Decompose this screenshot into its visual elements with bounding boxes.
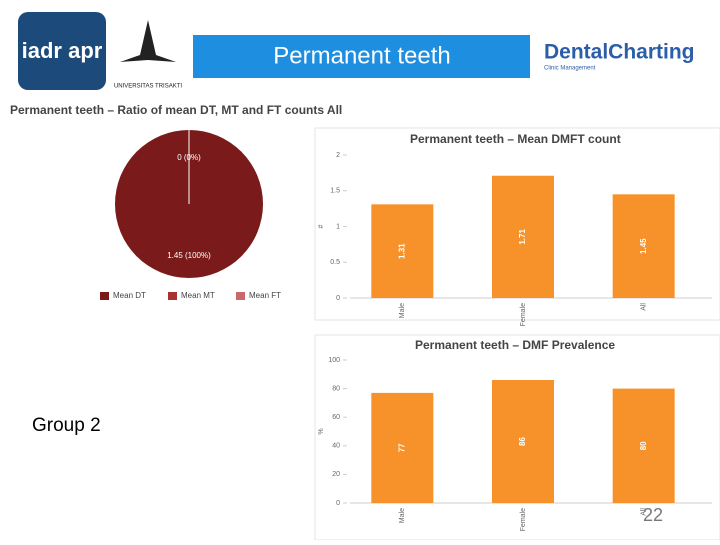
page-number: 22: [643, 505, 663, 525]
x-tick-label: All: [641, 508, 648, 516]
logo-left: iadr apr: [22, 38, 103, 63]
chart-title: Permanent teeth – DMF Prevalence: [415, 338, 615, 352]
bar: [492, 380, 554, 503]
value-label: 77: [397, 443, 406, 452]
pie-label: 1.45 (100%): [167, 251, 211, 260]
legend-swatch: [236, 292, 245, 300]
y-tick-label: 20: [332, 471, 340, 478]
pie-label: 0 (0%): [177, 153, 201, 162]
x-tick-label: Female: [520, 303, 527, 326]
value-label: 1.31: [397, 243, 406, 259]
y-tick-label: 0.5: [330, 259, 340, 266]
bar: [371, 204, 434, 298]
y-tick-label: 0: [336, 500, 340, 507]
x-tick-label: Male: [399, 303, 406, 318]
x-tick-label: All: [641, 303, 648, 311]
bar: [371, 392, 434, 503]
legend-label: Mean FT: [249, 291, 281, 300]
legend-swatch: [168, 292, 177, 300]
logo-university-icon: [120, 20, 176, 62]
group-label: Group 2: [32, 415, 101, 436]
y-tick-label: 40: [332, 443, 340, 450]
legend-label: Mean MT: [181, 291, 215, 300]
value-label: 86: [518, 437, 527, 446]
value-label: 80: [639, 441, 648, 450]
value-label: 1.71: [518, 229, 527, 245]
logo-right-sub: Clinic Management: [544, 66, 596, 72]
y-tick-label: 1: [336, 223, 340, 230]
bar: [612, 388, 675, 503]
bar: [612, 194, 675, 298]
y-tick-label: 1.5: [330, 188, 340, 195]
x-tick-label: Female: [520, 508, 527, 531]
header-title: Permanent teeth: [273, 42, 450, 69]
logo-university: UNIVERSITAS TRISAKTI: [114, 84, 182, 90]
y-tick-label: 2: [336, 152, 340, 159]
x-tick-label: Male: [399, 508, 406, 523]
logo-left-bg: [18, 12, 106, 90]
bar: [492, 175, 554, 298]
logo-right: DentalCharting: [544, 41, 695, 64]
value-label: 1.45: [639, 238, 648, 254]
y-tick-label: 100: [328, 357, 340, 364]
chart-title: Permanent teeth – Ratio of mean DT, MT a…: [10, 103, 342, 117]
chart-title: Permanent teeth – Mean DMFT count: [410, 132, 621, 146]
header-box: [193, 35, 530, 78]
y-tick-label: 80: [332, 385, 340, 392]
y-axis-label: %: [318, 428, 325, 434]
y-tick-label: 60: [332, 414, 340, 421]
y-axis-label: #: [318, 224, 325, 228]
y-tick-label: 0: [336, 295, 340, 302]
legend-label: Mean DT: [113, 291, 146, 300]
legend-swatch: [100, 292, 109, 300]
